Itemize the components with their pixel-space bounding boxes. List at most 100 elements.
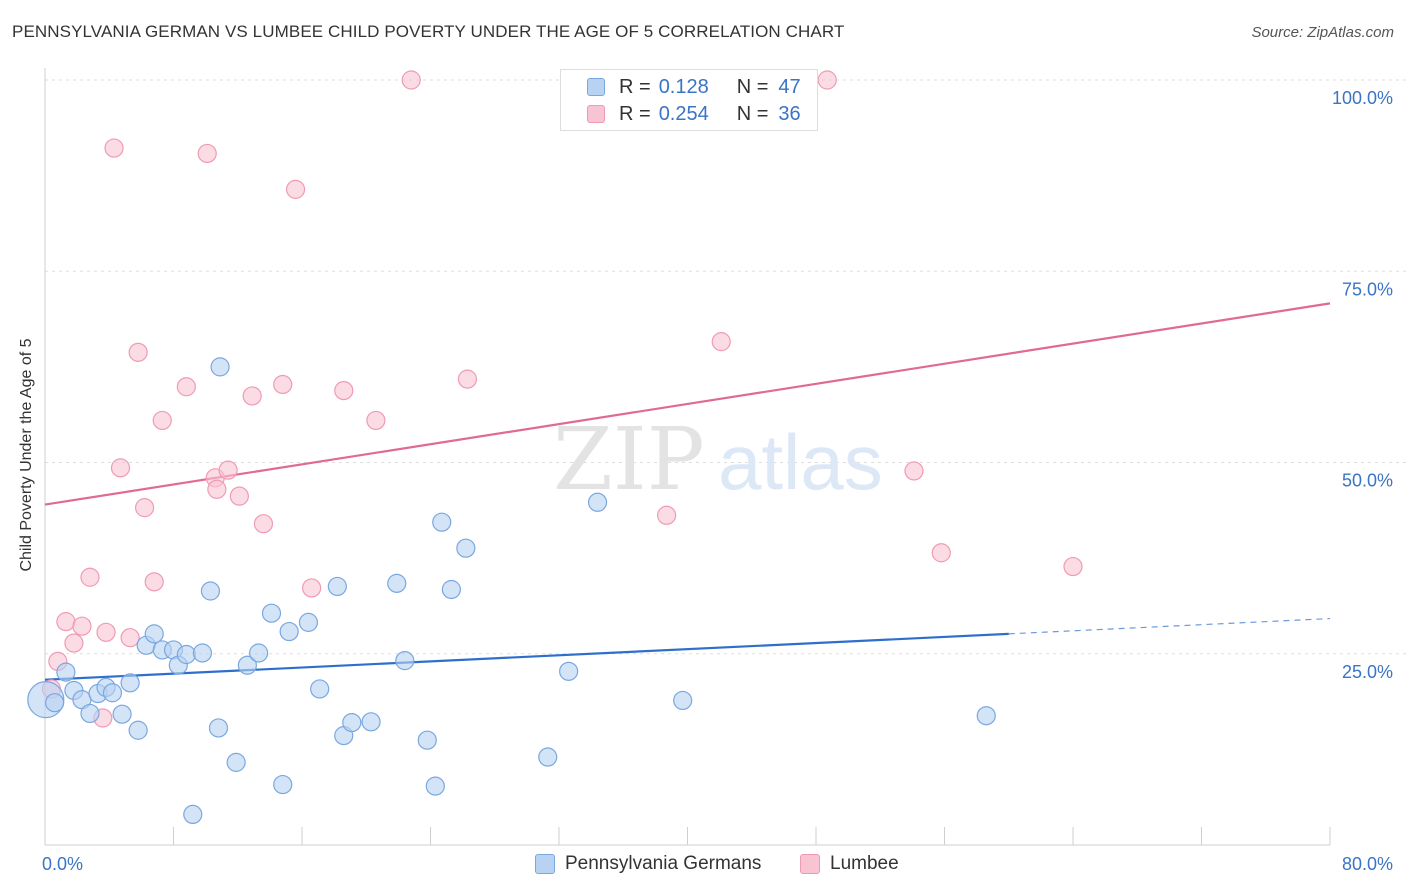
lumbee-point (657, 505, 677, 525)
pennsylvania-germans-point (387, 573, 407, 593)
lumbee-point (931, 543, 951, 563)
y-tick-label: 75.0% (1342, 279, 1393, 299)
pennsylvania-germans-point (210, 357, 230, 377)
lumbee-point (302, 578, 322, 598)
lumbee-point (207, 479, 227, 499)
watermark-zip: ZIP (553, 410, 705, 510)
pennsylvania-germans-point (208, 718, 229, 738)
lumbee-point (218, 460, 238, 480)
y-tick-label: 25.0% (1342, 662, 1393, 682)
n-label: N = (736, 75, 769, 98)
pennsylvania-germans-point (200, 581, 221, 601)
pennsylvania-germans-point (102, 683, 123, 703)
pennsylvania-germans-point (45, 693, 65, 713)
pennsylvania-germans-point (310, 679, 330, 699)
blue-swatch (535, 854, 555, 874)
lumbee-point (253, 514, 274, 534)
lumbee-point (128, 342, 148, 362)
pennsylvania-germans-point (128, 720, 148, 740)
lumbee-point (176, 377, 196, 397)
lumbee-trend-line (44, 302, 1331, 506)
pennsylvania-germans-point (587, 492, 608, 512)
pennsylvania-germans-point (327, 576, 347, 597)
pennsylvania-germans-point (425, 776, 445, 796)
pennsylvania-germans-point (395, 651, 415, 671)
lumbee-point (144, 572, 164, 592)
legend-row-lumbee: R = 0.254 N = 36 (587, 101, 801, 127)
y-tick-label: 100.0% (1332, 88, 1393, 108)
lumbee-point (366, 410, 386, 431)
n-label: N = (736, 102, 769, 125)
pennsylvania-germans-trend-extension (1008, 617, 1331, 635)
lumbee-point (1063, 556, 1083, 577)
x-tick-label: 0.0% (42, 854, 83, 874)
lumbee-point (242, 386, 262, 406)
pennsylvania-germans-points (27, 357, 996, 825)
pennsylvania-germans-point (56, 662, 76, 682)
pennsylvania-germans-point (120, 673, 140, 693)
legend-label: Lumbee (830, 853, 899, 874)
lumbee-point (273, 374, 293, 395)
y-axis-label: Child Poverty Under the Age of 5 (18, 338, 35, 572)
r-label: R = (619, 102, 651, 125)
lumbee-point (96, 622, 116, 642)
lumbee-point (229, 486, 249, 506)
lumbee-point (80, 567, 100, 587)
lumbee-point (134, 498, 155, 518)
pink-swatch (800, 854, 820, 874)
lumbee-point (401, 70, 421, 90)
trend-lines (44, 302, 1331, 681)
pennsylvania-germans-point (176, 644, 196, 665)
x-tick-label: 80.0% (1342, 854, 1393, 874)
blue-swatch (587, 78, 605, 96)
lumbee-point (817, 70, 837, 90)
lumbee-point (904, 461, 924, 481)
pink-swatch (587, 105, 605, 123)
watermark-atlas: atlas (718, 418, 883, 506)
lumbee-point (711, 332, 731, 352)
pennsylvania-germans-point (456, 538, 476, 558)
pennsylvania-germans-point (112, 704, 132, 724)
pennsylvania-germans-point (432, 512, 452, 532)
lumbee-point (457, 369, 478, 389)
chart-title: PENNSYLVANIA GERMAN VS LUMBEE CHILD POVE… (12, 22, 845, 41)
r-label: R = (619, 75, 651, 98)
pennsylvania-germans-point (261, 603, 282, 623)
r-value: 0.128 (658, 75, 709, 98)
lumbee-point (104, 138, 124, 158)
lumbee-point (152, 410, 172, 431)
legend-item-pennsylvania-germans: Pennsylvania Germans (535, 851, 761, 877)
lumbee-points (41, 70, 1083, 728)
lumbee-point (110, 458, 131, 478)
lumbee-point (285, 179, 306, 199)
legend-row-pennsylvania-germans: R = 0.128 N = 47 (587, 74, 801, 100)
lumbee-point (64, 633, 84, 653)
pennsylvania-germans-point (976, 706, 996, 726)
lumbee-point (334, 380, 354, 401)
grid-lines (45, 79, 1406, 655)
pennsylvania-germans-point (417, 730, 437, 750)
pennsylvania-germans-point (249, 643, 269, 663)
lumbee-point (120, 628, 140, 648)
tick-labels: 25.0% 50.0% 75.0% 100.0% 0.0% 80.0% (42, 88, 1393, 874)
pennsylvania-germans-point (183, 804, 203, 825)
lumbee-point (56, 612, 76, 632)
pennsylvania-germans-trend-line (44, 632, 1009, 681)
pennsylvania-germans-point (237, 655, 257, 675)
legend-label: Pennsylvania Germans (565, 853, 762, 874)
pennsylvania-germans-point (192, 643, 213, 663)
lumbee-point (197, 143, 217, 164)
pennsylvania-germans-point (538, 747, 558, 767)
correlation-legend: R = 0.128 N = 47 R = 0.254 N = 36 (560, 69, 818, 131)
pennsylvania-germans-point (298, 612, 319, 632)
pennsylvania-germans-point (144, 624, 164, 644)
pennsylvania-germans-point (559, 661, 579, 681)
pennsylvania-germans-point (361, 712, 381, 732)
pennsylvania-germans-point (279, 621, 299, 642)
pennsylvania-germans-point (226, 752, 246, 772)
n-value: 47 (778, 75, 801, 98)
pennsylvania-germans-point (441, 579, 461, 600)
pennsylvania-germans-point (673, 690, 693, 711)
pennsylvania-germans-point (80, 703, 100, 724)
